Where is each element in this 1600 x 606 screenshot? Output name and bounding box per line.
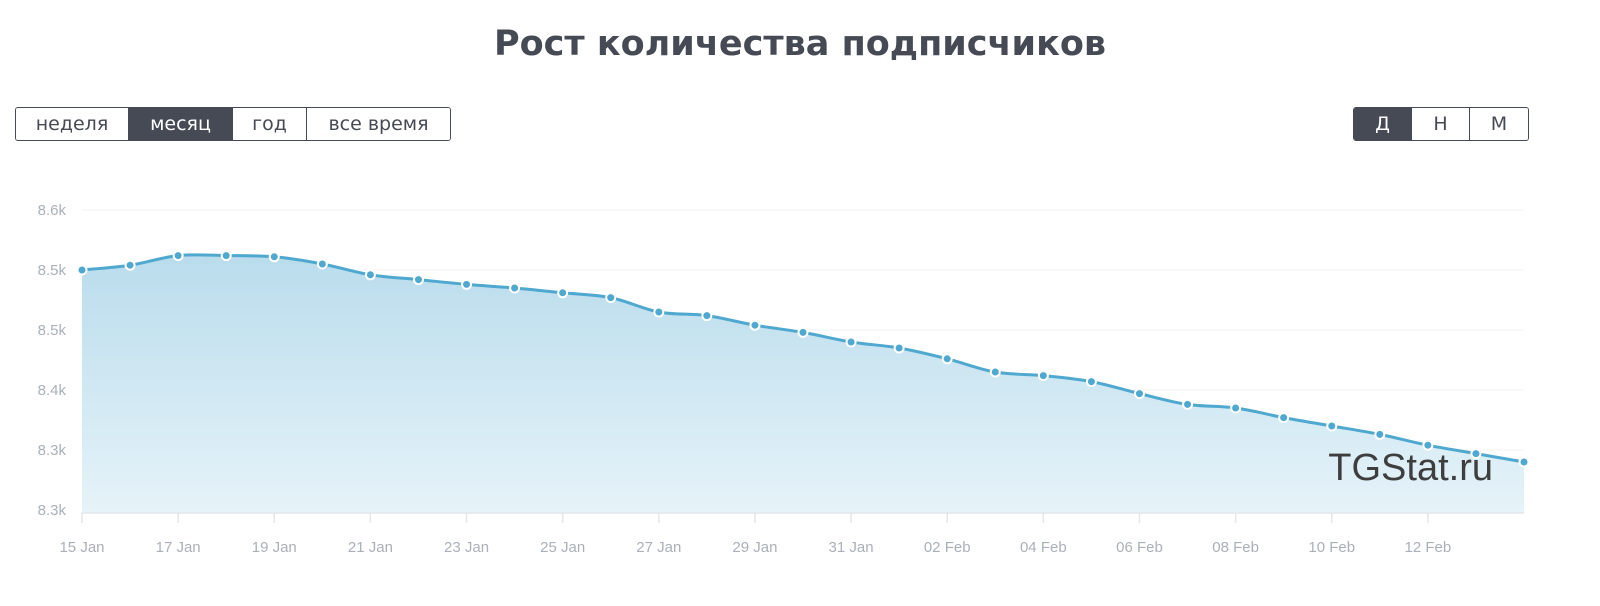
watermark-text: TGStat.ru <box>1328 447 1493 489</box>
x-tick-label: 25 Jan <box>540 539 585 556</box>
data-point[interactable] <box>1470 448 1482 460</box>
data-point[interactable] <box>845 336 857 348</box>
y-tick-label: 8.4k <box>38 382 67 399</box>
data-point[interactable] <box>557 287 569 299</box>
data-point[interactable] <box>316 258 328 270</box>
data-point[interactable] <box>1422 439 1434 451</box>
data-point[interactable] <box>1518 456 1530 468</box>
data-point[interactable] <box>989 366 1001 378</box>
y-tick-label: 8.5k <box>38 262 67 279</box>
data-point[interactable] <box>172 250 184 262</box>
period-button-2[interactable]: год <box>233 108 307 140</box>
data-point[interactable] <box>1133 388 1145 400</box>
data-points <box>76 250 1530 468</box>
granularity-button-2[interactable]: М <box>1470 108 1528 140</box>
data-point[interactable] <box>220 250 232 262</box>
x-tick-label: 29 Jan <box>732 539 777 556</box>
y-axis: 8.6k 8.5k 8.5k 8.4k 8.3k 8.3k <box>38 202 67 519</box>
data-point[interactable] <box>412 274 424 286</box>
x-axis: 15 Jan 17 Jan 19 Jan 21 Jan 23 Jan 25 Jan 27 J… <box>59 512 1524 556</box>
y-tick-label: 8.3k <box>38 502 67 519</box>
data-point[interactable] <box>749 319 761 331</box>
data-point[interactable] <box>1278 412 1290 424</box>
data-point[interactable] <box>1326 420 1338 432</box>
period-selector: неделя месяц год все время <box>15 107 451 141</box>
data-point[interactable] <box>461 278 473 290</box>
data-point[interactable] <box>1085 376 1097 388</box>
y-tick-label: 8.6k <box>38 202 67 219</box>
data-point[interactable] <box>797 326 809 338</box>
x-tick-label: 02 Feb <box>924 539 971 556</box>
x-tick-label: 12 Feb <box>1405 539 1452 556</box>
x-tick-label: 10 Feb <box>1308 539 1355 556</box>
data-point[interactable] <box>605 292 617 304</box>
x-tick-label: 21 Jan <box>348 539 393 556</box>
data-point[interactable] <box>124 259 136 271</box>
data-point[interactable] <box>364 269 376 281</box>
area-fill <box>82 254 1524 513</box>
x-tick-label: 15 Jan <box>59 539 104 556</box>
data-point[interactable] <box>701 310 713 322</box>
y-tick-label: 8.3k <box>38 442 67 459</box>
x-tick-label: 19 Jan <box>252 539 297 556</box>
x-tick-label: 06 Feb <box>1116 539 1163 556</box>
data-point[interactable] <box>653 306 665 318</box>
data-point[interactable] <box>1230 402 1242 414</box>
data-point[interactable] <box>509 282 521 294</box>
data-point[interactable] <box>268 251 280 263</box>
chart-title: Рост количества подписчиков <box>493 24 1107 64</box>
data-point[interactable] <box>76 264 88 276</box>
x-tick-label: 23 Jan <box>444 539 489 556</box>
x-tick-label: 04 Feb <box>1020 539 1067 556</box>
x-tick-label: 17 Jan <box>156 539 201 556</box>
x-tick-label: 27 Jan <box>636 539 681 556</box>
data-point[interactable] <box>941 353 953 365</box>
period-button-3[interactable]: все время <box>307 108 450 140</box>
period-button-1[interactable]: месяц <box>129 108 233 140</box>
x-tick-label: 31 Jan <box>829 539 874 556</box>
data-point[interactable] <box>1037 370 1049 382</box>
x-tick-label: 08 Feb <box>1212 539 1259 556</box>
y-tick-label: 8.5k <box>38 322 67 339</box>
data-point[interactable] <box>1182 398 1194 410</box>
granularity-button-1[interactable]: Н <box>1412 108 1470 140</box>
data-point[interactable] <box>1374 428 1386 440</box>
data-point[interactable] <box>893 342 905 354</box>
period-button-0[interactable]: неделя <box>16 108 129 140</box>
granularity-button-0[interactable]: Д <box>1354 108 1412 140</box>
